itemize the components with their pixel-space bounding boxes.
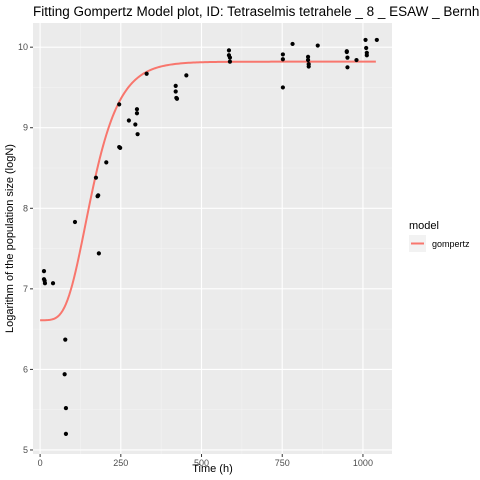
data-point (281, 52, 285, 56)
data-point (375, 38, 379, 42)
y-axis-title: Logarithm of the population size (logN) (4, 144, 16, 333)
data-point (354, 58, 358, 62)
data-point (63, 338, 67, 342)
data-point (96, 193, 100, 197)
data-point (174, 84, 178, 88)
x-tick-label: 750 (275, 458, 290, 468)
data-point (42, 269, 46, 273)
data-point (175, 97, 179, 101)
y-tick-label: 10 (18, 42, 28, 52)
legend: model gompertz (409, 220, 470, 252)
legend-title: model (409, 220, 439, 232)
data-point (184, 73, 188, 77)
data-point (43, 281, 47, 285)
data-point (345, 50, 349, 54)
data-point (307, 64, 311, 68)
data-point (228, 60, 232, 64)
data-point (345, 56, 349, 60)
x-tick-label: 1000 (353, 458, 373, 468)
legend-label-gompertz: gompertz (432, 239, 470, 249)
data-point (306, 58, 310, 62)
y-tick-label: 7 (23, 284, 28, 294)
data-point (127, 118, 131, 122)
y-tick-label: 9 (23, 123, 28, 133)
data-point (365, 53, 369, 57)
data-point (316, 43, 320, 47)
data-point (136, 132, 140, 136)
data-point (364, 46, 368, 50)
x-tick-label: 250 (113, 458, 128, 468)
data-point (135, 107, 139, 111)
x-axis-title: Time (h) (192, 463, 233, 475)
data-point (133, 122, 137, 126)
y-tick-label: 5 (23, 445, 28, 455)
data-point (104, 160, 108, 164)
data-point (227, 48, 231, 52)
data-point (94, 176, 98, 180)
data-point (117, 102, 121, 106)
data-point (135, 111, 139, 115)
data-point (174, 89, 178, 93)
chart-title: Fitting Gompertz Model plot, ID: Tetrase… (33, 4, 480, 19)
data-point (64, 406, 68, 410)
data-point (363, 38, 367, 42)
data-point (73, 220, 77, 224)
data-point (228, 56, 232, 60)
data-point (290, 42, 294, 46)
data-point (281, 57, 285, 61)
x-tick-label: 0 (38, 458, 43, 468)
data-point (145, 72, 149, 76)
data-point (51, 281, 55, 285)
data-point (345, 65, 349, 69)
y-axis: 5 6 7 8 9 10 (18, 42, 33, 455)
data-point (118, 146, 122, 150)
y-tick-label: 6 (23, 364, 28, 374)
data-point (63, 372, 67, 376)
data-point (97, 251, 101, 255)
data-point (281, 85, 285, 89)
y-tick-label: 8 (23, 203, 28, 213)
data-point (64, 432, 68, 436)
